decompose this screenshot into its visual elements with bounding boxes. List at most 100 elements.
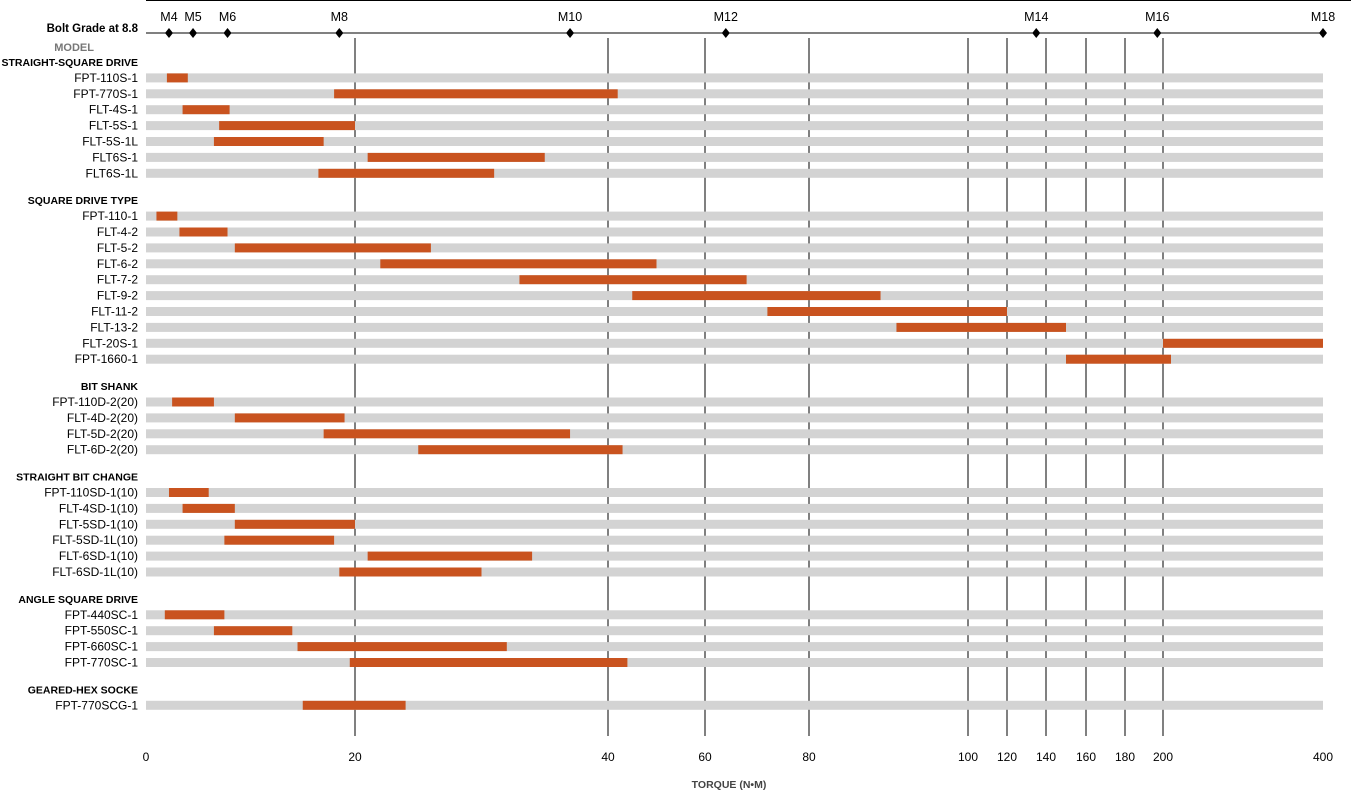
group-label: BIT SHANK [81,381,139,393]
range-bar [172,397,214,407]
bolt-marker-label: M14 [1024,10,1048,24]
row-track [146,567,1323,577]
row-track [146,429,1323,439]
range-bar [234,519,355,529]
x-tick-label: 160 [1076,750,1096,764]
range-bar [297,642,507,652]
bolt-marker-label: M5 [184,10,201,24]
row-label: FPT-660SC-1 [65,640,139,654]
row-label: FLT-4SD-1(10) [59,501,138,515]
row-track [146,338,1323,348]
row-track [146,168,1323,178]
range-bar [632,291,881,301]
row-label: FLT-6-2 [97,257,138,271]
row-track [146,121,1323,131]
row-track [146,535,1323,545]
row-track [146,354,1323,364]
row-track [146,610,1323,620]
bolt-marker-label: M10 [558,10,582,24]
range-bar [168,488,209,497]
x-tick-label: 80 [802,750,816,764]
range-bar [182,503,235,513]
row-label: FLT-4D-2(20) [67,411,138,425]
bolt-marker [566,28,575,38]
row-label: FPT-1660-1 [75,352,139,366]
bolt-grade-label: Bolt Grade at 8.8 [47,23,139,35]
range-bar [323,429,571,439]
row-label: FLT-6SD-1L(10) [52,565,138,579]
row-track [146,626,1323,636]
row-label: FLT-9-2 [97,289,138,303]
row-label: FLT-5S-1 [89,119,138,133]
row-label: FLT-20S-1 [82,336,138,350]
x-tick-label: 60 [698,750,712,764]
row-label: FLT-5SD-1(10) [59,517,138,531]
bolt-marker-label: M12 [714,10,738,24]
model-header: MODEL [54,42,94,54]
x-tick-label: 100 [958,750,978,764]
bolt-marker [223,28,232,38]
group-label: ANGLE SQUARE DRIVE [18,594,138,606]
range-bar [367,152,545,162]
row-label: FPT-550SC-1 [65,624,139,638]
range-bar [234,413,345,423]
bolt-marker [335,28,344,38]
range-bar [213,137,324,146]
range-bar [380,259,657,269]
row-track [146,397,1323,407]
bar-layer [156,73,1323,710]
range-bar [166,73,188,83]
row-label: FLT6S-1L [86,166,139,180]
x-tick-label: 40 [601,750,615,764]
row-track [146,243,1323,253]
row-track [146,105,1323,115]
bolt-grade-axis: Bolt Grade at 8.8 M4 M5 M6 M8 M10 M12 M14 M16 M1… [47,10,1335,38]
row-label: FLT-5SD-1L(10) [52,533,138,547]
row-track [146,322,1323,332]
range-bar [219,121,355,131]
row-track [146,89,1323,99]
row-track [146,259,1323,269]
row-track [146,551,1323,561]
row-label: FLT-4-2 [97,225,138,239]
range-bar [339,567,482,577]
row-label: FLT-7-2 [97,273,138,287]
row-track [146,488,1323,497]
row-label: FLT-11-2 [91,305,138,319]
x-tick-label: 140 [1036,750,1056,764]
range-bar [334,89,618,99]
row-label: FLT-6SD-1(10) [59,549,138,563]
row-label: FLT6S-1 [92,150,138,164]
row-label: FPT-110-1 [82,209,138,223]
range-bar [1066,354,1171,364]
bolt-marker-label: M18 [1311,10,1335,24]
row-label: FLT-5D-2(20) [67,427,138,441]
range-bar [349,658,628,667]
bolt-marker [1319,28,1327,38]
x-tick-label: 180 [1115,750,1135,764]
row-track [146,227,1323,237]
range-bar [213,626,293,636]
range-bar [367,551,533,561]
x-axis: 0 20 40 60 80 100 120 140 160 180 200 400 [143,750,1334,764]
x-tick-label: 0 [143,750,150,764]
x-axis-label: TORQUE (N•M) [692,779,767,791]
x-tick-label: 20 [348,750,362,764]
bolt-marker-label: M6 [219,10,236,24]
range-bar [418,445,623,455]
row-label: FPT-770S-1 [73,87,138,101]
bolt-marker [1032,28,1041,38]
range-bar [767,307,1007,316]
row-label: FPT-770SC-1 [65,656,139,670]
row-label: FPT-770SCG-1 [55,698,138,712]
x-tick-label: 400 [1313,750,1333,764]
range-bar [182,105,230,115]
range-bar [224,535,335,545]
bolt-marker-label: M8 [331,10,348,24]
range-bar [234,243,431,253]
row-label: FPT-110D-2(20) [52,395,138,409]
row-track [146,152,1323,162]
row-track [146,503,1323,513]
bolt-marker [1153,28,1162,38]
bolt-marker [721,28,730,38]
